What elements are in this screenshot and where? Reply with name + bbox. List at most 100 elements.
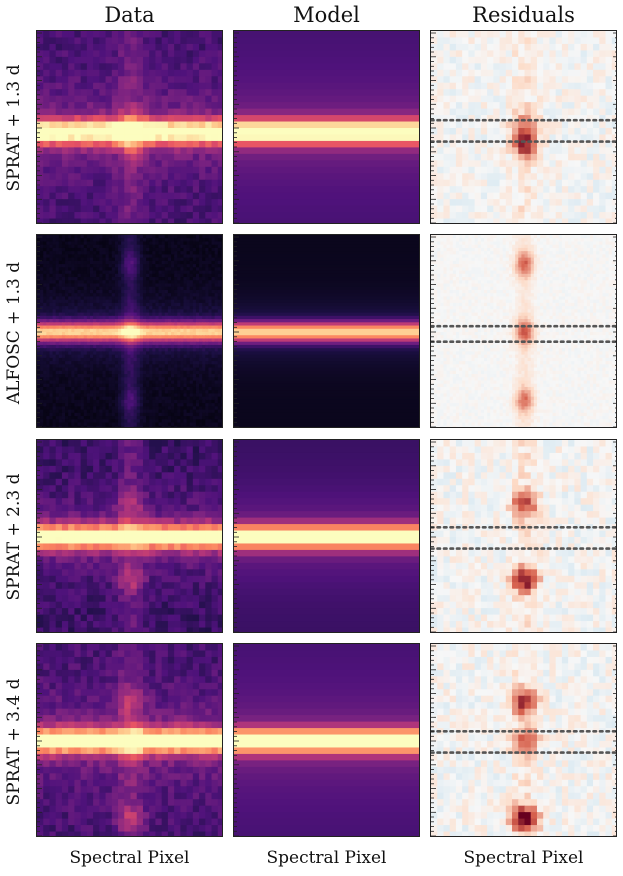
- data-pixel: [171, 354, 175, 359]
- data-pixel: [152, 302, 157, 307]
- data-pixel: [65, 296, 69, 301]
- data-pixel: [46, 393, 51, 398]
- residual-pixel: [499, 37, 507, 45]
- data-pixel: [149, 377, 153, 382]
- data-pixel: [124, 43, 132, 51]
- data-pixel: [89, 370, 94, 375]
- data-pixel: [49, 166, 57, 174]
- data-pixel: [58, 293, 63, 298]
- data-pixel: [167, 332, 172, 336]
- residual-pixel: [611, 218, 616, 223]
- data-pixel: [124, 277, 128, 281]
- residual-pixel: [605, 102, 613, 110]
- residual-pixel: [437, 50, 445, 58]
- data-pixel: [43, 153, 51, 161]
- residual-pixel: [524, 205, 532, 213]
- data-pixel: [124, 293, 128, 298]
- residual-pixel: [437, 179, 445, 187]
- data-pixel: [93, 341, 97, 346]
- data-pixel: [180, 277, 185, 281]
- data-pixel: [74, 370, 79, 375]
- data-pixel: [46, 354, 51, 359]
- data-pixel: [124, 244, 128, 249]
- residual-pixel: [468, 218, 476, 223]
- residual-pixel: [437, 76, 445, 84]
- data-pixel: [211, 76, 219, 84]
- data-pixel: [83, 332, 88, 336]
- data-pixel: [52, 344, 57, 349]
- data-pixel: [155, 212, 163, 220]
- residual-pixel: [568, 179, 575, 187]
- data-pixel: [202, 273, 206, 278]
- data-pixel: [164, 244, 169, 249]
- data-pixel: [220, 296, 222, 301]
- data-pixel: [124, 218, 132, 223]
- data-pixel: [136, 341, 141, 346]
- residual-pixel: [605, 43, 613, 51]
- data-pixel: [55, 241, 60, 246]
- data-pixel: [205, 56, 213, 64]
- data-pixel: [177, 338, 181, 343]
- data-pixel: [121, 254, 125, 259]
- residual-pixel: [536, 153, 544, 161]
- data-pixel: [43, 199, 51, 207]
- residual-pixel: [536, 147, 544, 155]
- data-pixel: [55, 134, 63, 142]
- data-pixel: [43, 160, 51, 168]
- residual-pixel: [611, 128, 616, 136]
- data-pixel: [118, 277, 122, 281]
- data-pixel: [180, 247, 185, 252]
- data-pixel: [211, 179, 219, 187]
- data-pixel: [80, 364, 85, 369]
- data-pixel: [186, 254, 191, 259]
- data-pixel: [192, 247, 197, 252]
- data-pixel: [155, 140, 163, 148]
- data-pixel: [155, 69, 163, 77]
- data-pixel: [61, 332, 66, 336]
- residual-pixel: [499, 69, 507, 77]
- data-pixel: [105, 244, 110, 249]
- residual-pixel: [487, 173, 494, 181]
- data-pixel: [40, 309, 44, 314]
- data-pixel: [189, 286, 194, 291]
- data-pixel: [149, 338, 153, 343]
- data-pixel: [199, 315, 203, 320]
- data-pixel: [71, 377, 75, 382]
- data-pixel: [77, 335, 82, 340]
- data-pixel: [52, 354, 57, 359]
- data-pixel: [86, 396, 91, 401]
- residual-pixel: [455, 31, 463, 39]
- data-pixel: [86, 218, 94, 223]
- data-pixel: [74, 244, 79, 249]
- residual-pixel: [487, 192, 494, 200]
- residual-pixel: [611, 192, 616, 200]
- residual-pixel: [530, 147, 538, 155]
- data-pixel: [155, 160, 163, 168]
- data-pixel: [65, 254, 69, 259]
- data-pixel: [99, 377, 104, 382]
- data-pixel: [114, 351, 119, 356]
- data-pixel: [114, 386, 119, 391]
- data-pixel: [208, 396, 213, 401]
- data-pixel: [217, 306, 222, 310]
- data-pixel: [167, 260, 172, 265]
- data-pixel: [108, 315, 113, 320]
- data-pixel: [130, 296, 135, 301]
- data-pixel: [161, 367, 166, 372]
- data-pixel: [80, 199, 88, 207]
- residual-pixel: [512, 37, 519, 45]
- data-pixel: [80, 260, 85, 265]
- data-pixel: [205, 43, 213, 51]
- data-pixel: [77, 280, 82, 285]
- residual-pixel: [449, 179, 457, 187]
- data-pixel: [195, 377, 200, 382]
- data-pixel: [192, 128, 200, 136]
- data-pixel: [177, 251, 181, 255]
- data-pixel: [183, 251, 188, 255]
- data-pixel: [108, 403, 113, 407]
- data-pixel: [52, 332, 57, 336]
- data-pixel: [183, 270, 188, 275]
- residual-pixel: [480, 153, 488, 161]
- residual-pixel: [499, 108, 507, 116]
- data-pixel: [152, 351, 157, 356]
